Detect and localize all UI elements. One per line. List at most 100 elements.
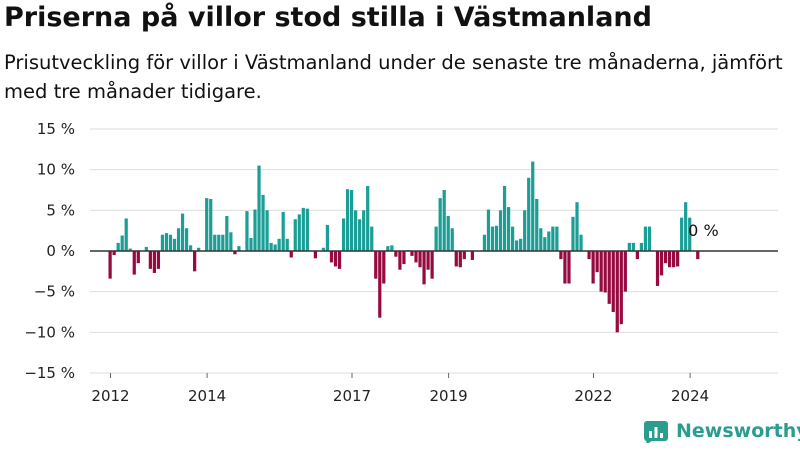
bar [321, 247, 326, 251]
bars [108, 161, 700, 333]
y-tick-label: −5 % [34, 283, 75, 301]
y-tick-label: −10 % [24, 323, 75, 341]
bar [555, 226, 559, 251]
bar [136, 251, 140, 264]
bar [329, 251, 334, 263]
bar [655, 251, 660, 286]
bar [253, 209, 257, 251]
bar [337, 251, 342, 269]
bar [676, 251, 680, 267]
bar [551, 226, 555, 251]
bar [273, 244, 277, 251]
bar [277, 238, 281, 251]
bar [281, 211, 285, 251]
bar [667, 251, 672, 268]
bar [160, 234, 165, 251]
bar [168, 234, 173, 251]
bar [350, 190, 354, 251]
bar [426, 251, 430, 270]
x-axis-ticks: 2012 2014 2017 2019 2022 2024 [91, 373, 709, 405]
bar [559, 251, 563, 260]
bar [430, 251, 434, 279]
bar [394, 251, 398, 257]
bar [172, 238, 177, 251]
bar [543, 237, 547, 251]
bar [515, 240, 519, 251]
bar [422, 251, 426, 285]
bar [269, 242, 273, 251]
bar [301, 207, 305, 251]
bar [523, 210, 527, 251]
bar [470, 251, 474, 260]
bar-chart-logo-icon [644, 421, 668, 443]
bar [233, 251, 237, 255]
bar [345, 189, 350, 251]
bar [402, 251, 406, 265]
bar [132, 251, 136, 275]
x-tick-label: 2022 [574, 387, 612, 405]
brand-name: Newsworthy [676, 420, 800, 442]
bar [378, 251, 382, 318]
bar [535, 198, 539, 251]
bar [595, 251, 599, 273]
chart-title: Priserna på villor stod stilla i Västman… [4, 2, 652, 33]
bar [688, 217, 692, 251]
bar [374, 251, 378, 279]
bar [567, 251, 571, 284]
bar [289, 251, 293, 258]
bar [680, 217, 684, 251]
x-tick-label: 2017 [333, 387, 371, 405]
bar [221, 234, 225, 251]
bar [631, 242, 635, 251]
bar [293, 219, 297, 251]
bar [152, 251, 156, 273]
x-tick-label: 2012 [91, 387, 129, 405]
bar [148, 251, 152, 269]
bar [257, 165, 261, 251]
bar [209, 198, 213, 251]
bar [643, 226, 648, 251]
bar [128, 248, 132, 251]
bar [390, 245, 394, 251]
bar [603, 251, 607, 293]
x-tick-label: 2019 [430, 387, 468, 405]
bar [607, 251, 611, 304]
bar [587, 251, 591, 260]
brand-logo: Newsworthy [644, 419, 800, 443]
bar [124, 218, 128, 251]
y-tick-label: 10 % [37, 161, 75, 179]
bar [197, 247, 201, 251]
bar [418, 251, 422, 268]
bar [442, 190, 446, 251]
bar [527, 177, 531, 251]
bar [506, 207, 511, 251]
bar [450, 228, 454, 251]
bar [563, 251, 567, 284]
bar [184, 228, 189, 251]
bar [354, 210, 358, 251]
bar [571, 216, 575, 251]
bar [627, 242, 631, 251]
bar [539, 228, 543, 251]
bar [611, 251, 615, 312]
bar [663, 251, 668, 264]
bar [305, 208, 309, 251]
bar [486, 209, 491, 251]
bar [623, 251, 627, 292]
bar [599, 251, 603, 292]
bar [619, 251, 623, 325]
x-tick-label: 2024 [671, 387, 709, 405]
bar [245, 211, 249, 251]
bar [434, 226, 438, 251]
bar [366, 185, 370, 251]
bar [189, 245, 193, 251]
x-tick-label: 2014 [188, 387, 226, 405]
bar [639, 242, 644, 251]
bar [297, 214, 301, 251]
bar [217, 234, 221, 251]
bar [333, 251, 338, 267]
bar [120, 235, 124, 251]
gridlines [90, 128, 778, 374]
y-axis-ticks: 15 % 10 % 5 % 0 % −5 % −10 % −15 % [24, 120, 75, 382]
